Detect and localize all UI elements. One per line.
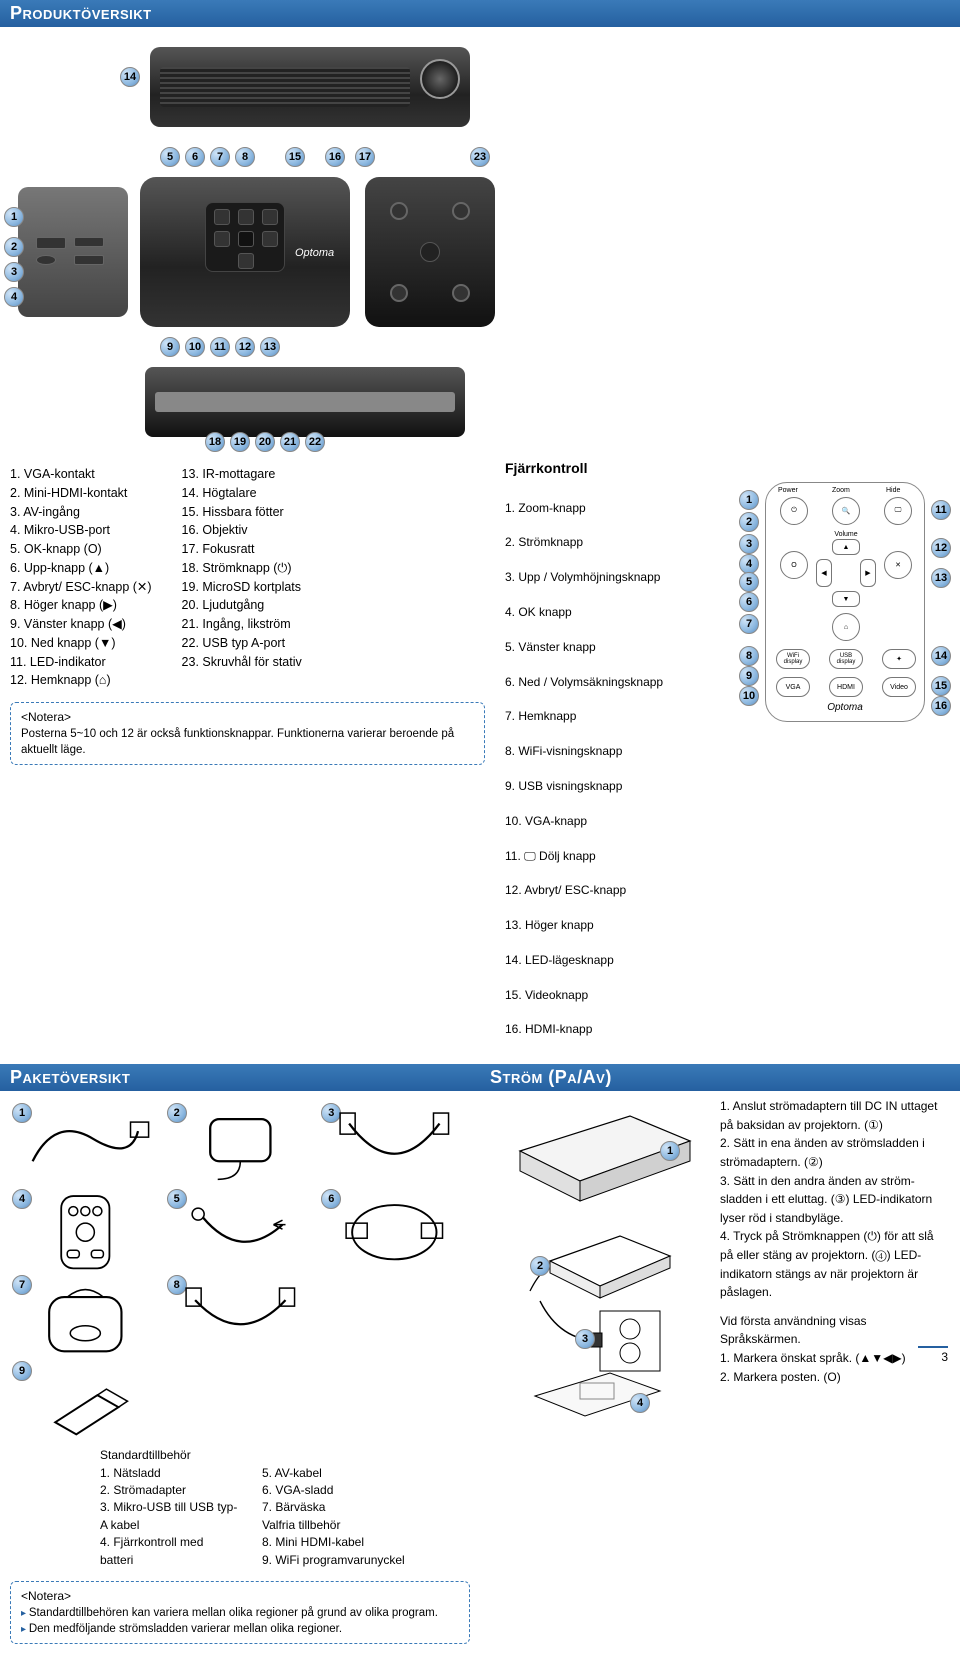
pkg-note-2: Den medföljande strömsladden varierar me…	[21, 1621, 459, 1637]
cancel-icon: ✕	[895, 561, 901, 569]
rc-9: 9	[739, 666, 759, 686]
btn-video: Video	[882, 677, 916, 697]
callout-3: 3	[4, 262, 24, 282]
package-note: <Notera> Standardtillbehören kan variera…	[10, 1581, 470, 1644]
rc-5: 5	[739, 572, 759, 592]
callout-11: 11	[210, 337, 230, 357]
rc-10: 10	[739, 686, 759, 706]
section-header-strom: Ström (Pa/Av)	[480, 1064, 960, 1091]
package-lists: Standardtillbehör 1. Nätsladd 2. Strömad…	[0, 1445, 480, 1575]
led-icon: ✦	[896, 655, 902, 663]
callout-18: 18	[205, 432, 225, 452]
label-hide: Hide	[886, 487, 900, 494]
callout-7: 7	[210, 147, 230, 167]
rc-6: 6	[739, 592, 759, 612]
callout-15: 15	[285, 147, 305, 167]
product-diagram: Optoma 14 5 6 7 8 15 16 17	[10, 37, 500, 457]
callout-21: 21	[280, 432, 300, 452]
zoom-icon: 🔍	[842, 507, 851, 515]
remote-title: Fjärrkontroll	[505, 458, 955, 478]
callout-16: 16	[325, 147, 345, 167]
rc-15: 15	[931, 676, 951, 696]
callout-6: 6	[185, 147, 205, 167]
btn-vga: VGA	[776, 677, 810, 697]
section-header-produkt: Produktöversikt	[0, 0, 960, 27]
label-power: Power	[778, 487, 798, 494]
section-header-paket: Paketöversikt	[0, 1064, 480, 1091]
pkg-note-1: Standardtillbehören kan variera mellan o…	[21, 1605, 459, 1621]
note-title: <Notera>	[21, 709, 474, 726]
btn-wifi: WiFi display	[776, 649, 810, 669]
callout-17: 17	[355, 147, 375, 167]
callout-19: 19	[230, 432, 250, 452]
product-legend-right: 13. IR-mottagare 14. Högtalare 15. Hissb…	[182, 465, 302, 690]
hide-icon: 🖵	[895, 507, 902, 515]
rc-11: 11	[931, 500, 951, 520]
rc-3: 3	[739, 534, 759, 554]
rc-16: 16	[931, 696, 951, 716]
callout-22: 22	[305, 432, 325, 452]
page-number: 3	[918, 1346, 948, 1364]
brand-on-remote: Optoma	[766, 702, 924, 713]
callout-20: 20	[255, 432, 275, 452]
callout-1: 1	[4, 207, 24, 227]
product-legend-left: 1. VGA-kontakt 2. Mini-HDMI-kontakt 3. A…	[10, 465, 152, 690]
rc-2: 2	[739, 512, 759, 532]
ok-icon: O	[791, 562, 796, 569]
remote-illustration: ⏻ 🔍 🖵 Power Zoom Hide O ✕ Volume ▲ ◀ ▶ ▼…	[765, 482, 925, 722]
pkg-note-title: <Notera>	[21, 1588, 459, 1605]
callout-9: 9	[160, 337, 180, 357]
label-zoom: Zoom	[832, 487, 850, 494]
power-illustration: 1 2 3 4	[490, 1101, 710, 1421]
std-title: Standardtillbehör	[100, 1447, 240, 1464]
callout-5: 5	[160, 147, 180, 167]
rc-8: 8	[739, 646, 759, 666]
note-body: Posterna 5~10 och 12 är också funktionsk…	[21, 726, 474, 758]
callout-2: 2	[4, 237, 24, 257]
product-legend: 1. VGA-kontakt 2. Mini-HDMI-kontakt 3. A…	[0, 457, 495, 696]
remote-area: Fjärrkontroll 1. Zoom-knapp 2. Strömknap…	[495, 442, 955, 1056]
btn-hdmi: HDMI	[829, 677, 863, 697]
rc-12: 12	[931, 538, 951, 558]
rc-14: 14	[931, 646, 951, 666]
label-volume: Volume	[824, 531, 868, 538]
btn-usb: USB display	[829, 649, 863, 669]
power-icon: ⏻	[791, 507, 797, 515]
product-note: <Notera> Posterna 5~10 och 12 är också f…	[10, 702, 485, 765]
callout-12: 12	[235, 337, 255, 357]
opt-title: Valfria tillbehör	[262, 1517, 405, 1534]
rc-4: 4	[739, 554, 759, 574]
callout-8: 8	[235, 147, 255, 167]
power-instructions: 1. Anslut strömadaptern till DC IN uttag…	[720, 1097, 950, 1386]
rc-13: 13	[931, 568, 951, 588]
brand-on-body: Optoma	[295, 247, 334, 259]
package-grid: 1 2 3 4 5 6 7 8 9	[0, 1091, 480, 1445]
rc-7: 7	[739, 614, 759, 634]
callout-23: 23	[470, 147, 490, 167]
callout-4: 4	[4, 287, 24, 307]
rc-1: 1	[739, 490, 759, 510]
callout-10: 10	[185, 337, 205, 357]
callout-13: 13	[260, 337, 280, 357]
callout-14: 14	[120, 67, 140, 87]
